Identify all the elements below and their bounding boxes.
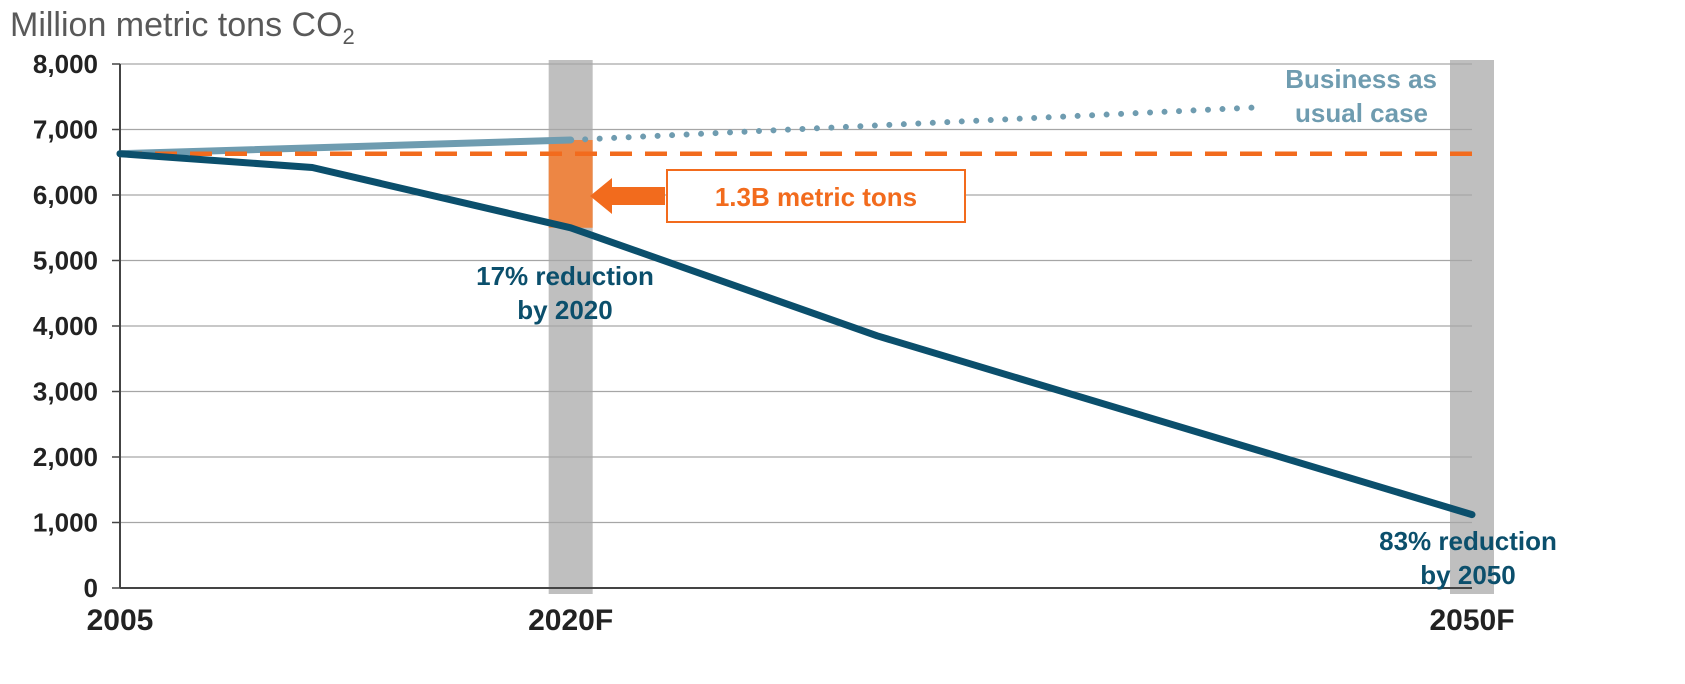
y-tick-label-0: 0 — [84, 573, 98, 603]
gap-arrow — [590, 178, 665, 214]
bau-label-line1: Business as — [1285, 64, 1437, 94]
gridlines — [112, 63, 1472, 589]
y-tick-label-7000: 7,000 — [33, 115, 98, 145]
x-tick-label-2020F: 2020F — [528, 604, 613, 637]
y-tick-label-4000: 4,000 — [33, 311, 98, 341]
reduction-2050-label-line1: 83% reduction — [1379, 526, 1557, 556]
y-tick-label-2000: 2,000 — [33, 442, 98, 472]
series-line-target — [116, 150, 1476, 519]
y-tick-label-3000: 3,000 — [33, 377, 98, 407]
x-tick-label-2050F: 2050F — [1429, 604, 1514, 637]
series-line-bau-actual — [116, 136, 575, 158]
y-tick-label-8000: 8,000 — [33, 49, 98, 79]
bau-label-line2: usual case — [1295, 98, 1428, 128]
reduction-2020-label-line2: by 2020 — [517, 295, 612, 325]
series-line-bau-projection — [567, 104, 1265, 143]
x-tick-labels: 2005 2020F 2050F — [87, 604, 1515, 637]
highlight-bands — [548, 60, 1494, 594]
reduction-2050-label-line2: by 2050 — [1420, 560, 1515, 590]
gap-callout-label: 1.3B metric tons — [715, 182, 917, 212]
x-tick-label-2005: 2005 — [87, 604, 154, 637]
y-tick-label-6000: 6,000 — [33, 180, 98, 210]
series-lines — [116, 104, 1476, 519]
gap-callout-box — [666, 169, 966, 223]
y-tick-labels: 0 1,000 2,000 3,000 4,000 5,000 6,000 7,000 8,00… — [33, 49, 98, 603]
reduction-2020-label-line1: 17% reduction — [476, 261, 654, 291]
y-axis-label-text: Million metric tons CO — [10, 6, 343, 44]
y-tick-label-5000: 5,000 — [33, 246, 98, 276]
y-tick-label-1000: 1,000 — [33, 508, 98, 538]
y-axis-label: Million metric tons CO2 — [10, 6, 355, 49]
y-axis-label-subscript: 2 — [343, 24, 355, 49]
highlight-band-2050 — [1450, 60, 1494, 594]
